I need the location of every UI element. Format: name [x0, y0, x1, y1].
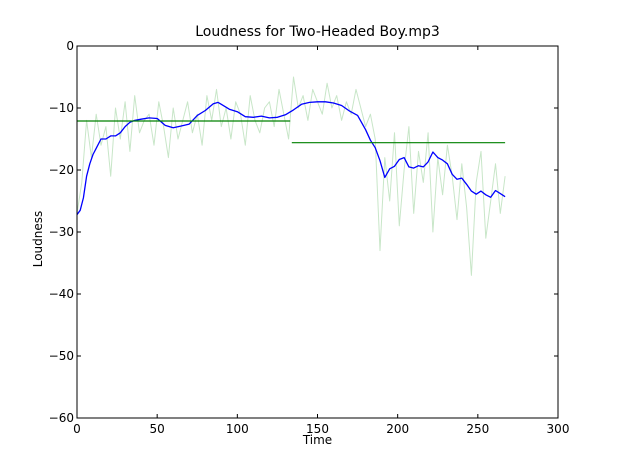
y-tick-label: −30 [49, 225, 74, 239]
y-tick-label: −50 [49, 349, 74, 363]
x-tick-label: 200 [386, 422, 409, 436]
x-tick-label: 0 [73, 422, 81, 436]
x-tick-label: 250 [466, 422, 489, 436]
y-tick-label: −10 [49, 101, 74, 115]
y-tick-label: −60 [49, 411, 74, 425]
x-tick-label: 150 [306, 422, 329, 436]
series-line-smoothed-loudness [76, 101, 506, 215]
y-tick-label: −40 [49, 287, 74, 301]
y-tick-label: −20 [49, 163, 74, 177]
x-tick-label: 50 [150, 422, 165, 436]
y-tick-label: 0 [66, 39, 74, 53]
x-tick-label: 300 [547, 422, 570, 436]
x-axis-label: Time [302, 433, 333, 447]
x-tick-label: 100 [226, 422, 249, 436]
series-line-raw-loudness [76, 76, 506, 276]
chart-title: Loudness for Two-Headed Boy.mp3 [195, 24, 440, 40]
